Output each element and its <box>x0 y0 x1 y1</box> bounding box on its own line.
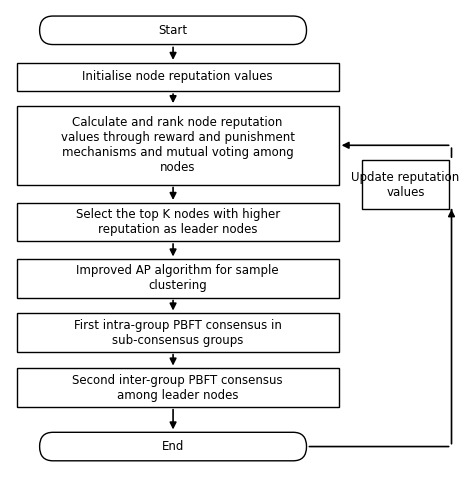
Text: Improved AP algorithm for sample
clustering: Improved AP algorithm for sample cluster… <box>76 264 279 292</box>
FancyBboxPatch shape <box>17 368 339 407</box>
FancyBboxPatch shape <box>17 63 339 91</box>
Text: Initialise node reputation values: Initialise node reputation values <box>82 71 273 83</box>
FancyBboxPatch shape <box>362 160 449 209</box>
Text: Select the top K nodes with higher
reputation as leader nodes: Select the top K nodes with higher reput… <box>75 208 280 236</box>
Text: Calculate and rank node reputation
values through reward and punishment
mechanis: Calculate and rank node reputation value… <box>61 116 295 174</box>
Text: End: End <box>162 440 184 453</box>
FancyBboxPatch shape <box>40 16 307 45</box>
FancyBboxPatch shape <box>17 203 339 241</box>
Text: Second inter-group PBFT consensus
among leader nodes: Second inter-group PBFT consensus among … <box>73 374 283 402</box>
Text: Start: Start <box>158 24 188 37</box>
FancyBboxPatch shape <box>17 106 339 184</box>
FancyBboxPatch shape <box>17 314 339 352</box>
FancyBboxPatch shape <box>40 432 307 461</box>
Text: First intra-group PBFT consensus in
sub-consensus groups: First intra-group PBFT consensus in sub-… <box>74 319 282 346</box>
FancyBboxPatch shape <box>17 259 339 298</box>
Text: Update reputation
values: Update reputation values <box>351 170 460 199</box>
